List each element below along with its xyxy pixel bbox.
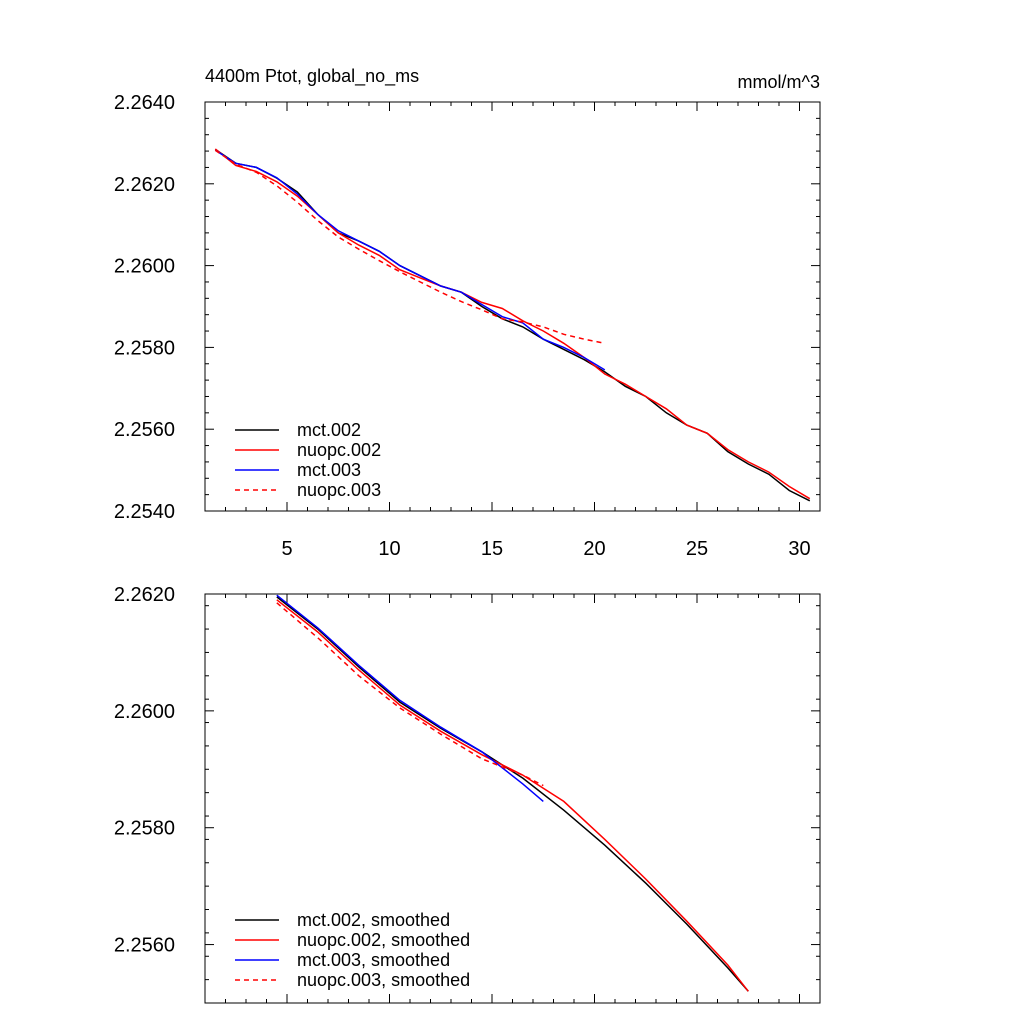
legend-label: nuopc.002 (297, 440, 381, 460)
series-line-mct-003 (214, 149, 606, 371)
legend-label: nuopc.003, smoothed (297, 970, 470, 990)
chart-title: 4400m Ptot, global_no_ms (205, 66, 419, 87)
y-tick-label: 2.2580 (114, 337, 175, 359)
x-tick-label: 10 (378, 538, 400, 560)
series-group (276, 594, 749, 992)
axes: 5 10 15 20 25 30 2.2540 2.2560 2.2580 2.2600 2.262… (114, 92, 821, 560)
x-tick-label: 5 (281, 538, 292, 560)
legend-label: mct.002 (297, 420, 361, 440)
units-label: mmol/m^3 (738, 72, 820, 92)
y-tick-label: 2.2560 (114, 419, 175, 441)
y-tick-label: 2.2560 (114, 935, 175, 957)
x-tick-label: 25 (686, 538, 708, 560)
series-line-nuopc-003-smoothed (276, 602, 544, 787)
legend-label: mct.003, smoothed (297, 950, 450, 970)
series-line-mct-002-smoothed (276, 596, 749, 992)
top-panel: 4400m Ptot, global_no_ms mmol/m^3 5 10 15 2… (114, 66, 821, 560)
y-tick-label: 2.2640 (114, 92, 175, 114)
series-line-nuopc-002-smoothed (276, 599, 749, 992)
x-tick-label: 20 (583, 538, 605, 560)
y-tick-label: 2.2620 (114, 584, 175, 606)
legend-label: mct.002, smoothed (297, 910, 450, 930)
x-tick-label: 30 (788, 538, 810, 560)
legend-label: nuopc.003 (297, 480, 381, 500)
y-tick-label: 2.2540 (114, 501, 175, 523)
y-tick-label: 2.2600 (114, 256, 175, 278)
bottom-panel: 2.2560 2.2580 2.2600 2.2620 mct.002, smooth… (114, 584, 821, 1004)
y-tick-label: 2.2580 (114, 818, 175, 840)
y-tick-label: 2.2600 (114, 701, 175, 723)
axes: 2.2560 2.2580 2.2600 2.2620 (114, 584, 821, 1004)
series-line-nuopc-003 (214, 149, 605, 345)
legend-label: mct.003 (297, 460, 361, 480)
legend-label: nuopc.002, smoothed (297, 930, 470, 950)
x-tick-label: 15 (481, 538, 503, 560)
series-line-mct-003-smoothed (276, 594, 544, 802)
y-tick-label: 2.2620 (114, 174, 175, 196)
series-group (214, 148, 811, 502)
